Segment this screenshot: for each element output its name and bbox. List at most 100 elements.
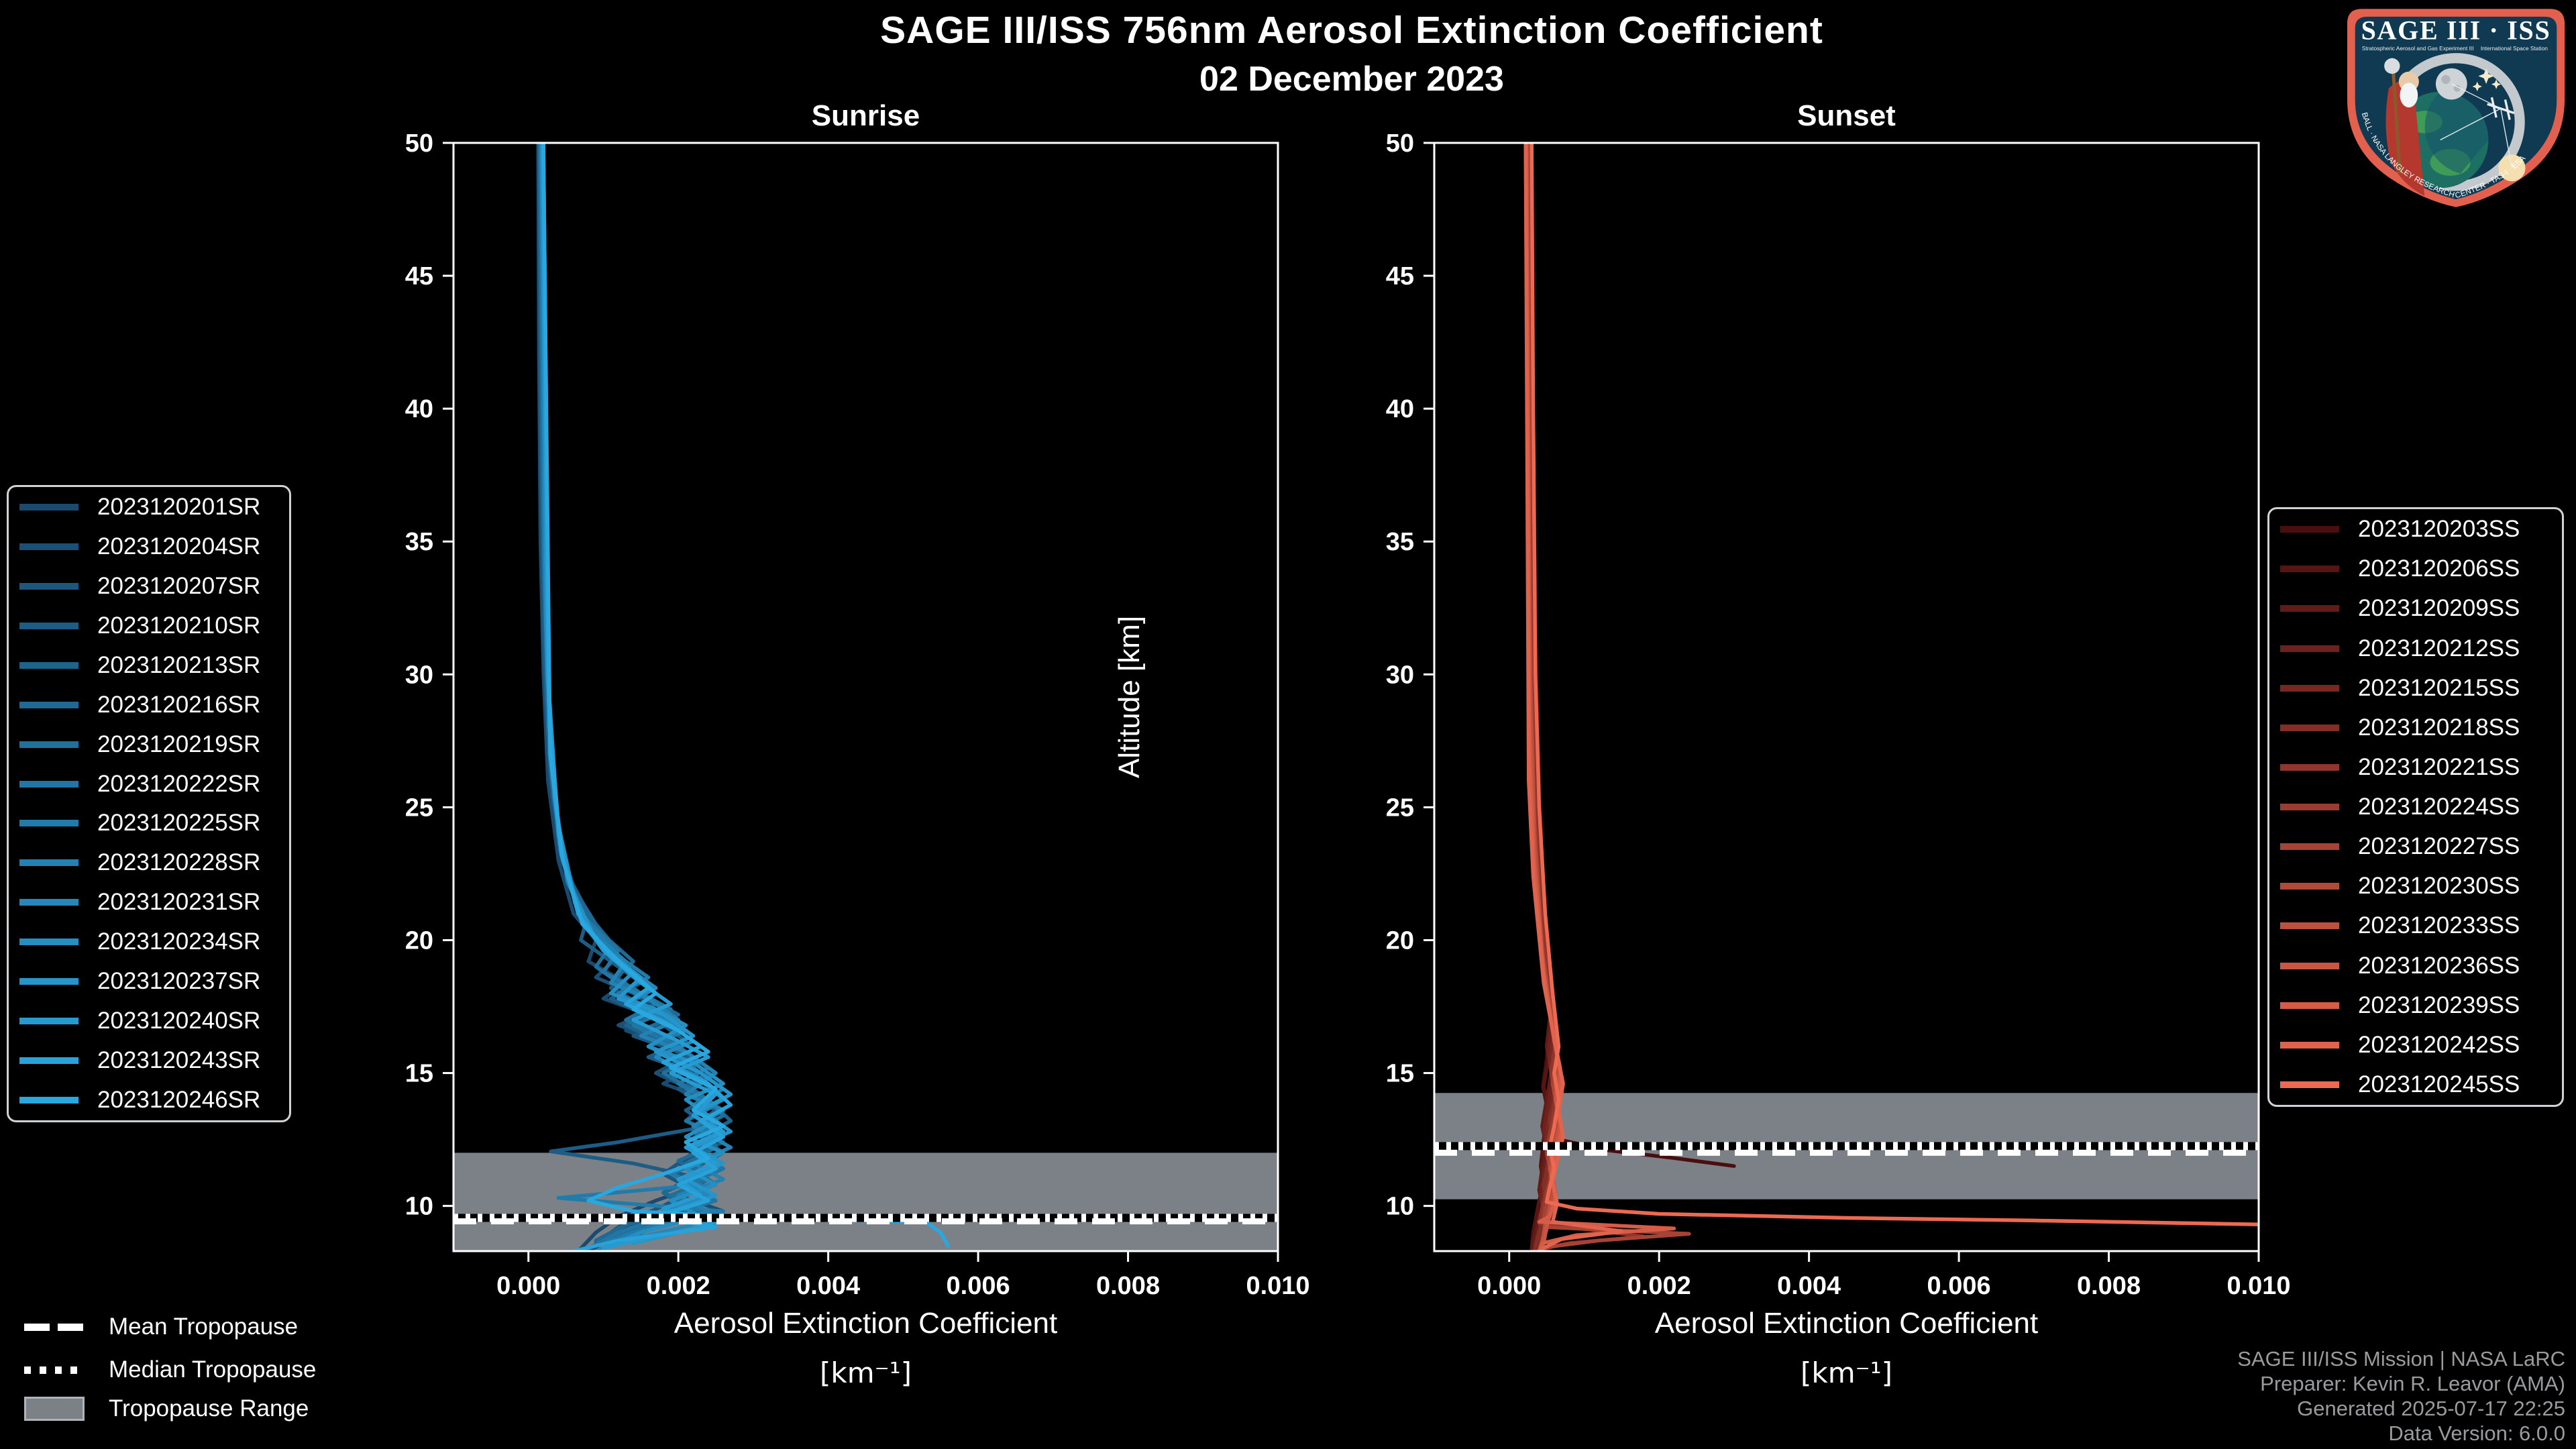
profile-line-2023120246SR [541, 143, 951, 1248]
legend-item-label: 2023120201SR [97, 493, 261, 520]
legend-line-sample [19, 938, 78, 946]
legend-item: 2023120239SS [2269, 986, 2562, 1025]
y-tick-label: 25 [1386, 794, 1414, 822]
legend-item: 2023120215SS [2269, 669, 2562, 708]
legend-item-label: 2023120203SS [2358, 516, 2520, 543]
legend-item-label: 2023120221SS [2358, 753, 2520, 780]
y-tick-label: 45 [1386, 262, 1414, 290]
attribution-generated: Generated 2025-07-17 22:25 [2297, 1397, 2565, 1420]
legend-item: 2023120233SS [2269, 906, 2562, 945]
x-tick-label: 0.010 [2226, 1272, 2290, 1300]
legend-line-sample [2280, 763, 2339, 771]
legend-item-label: 2023120243SR [97, 1047, 261, 1074]
legend-item: 2023120225SR [9, 804, 289, 843]
profile-line-2023120237SR [541, 143, 733, 1245]
x-tick-label: 0.004 [796, 1272, 860, 1300]
legend-item-label: 2023120204SR [97, 533, 261, 559]
y-tick-label: 20 [1386, 926, 1414, 955]
sunrise-x-axis-label: Aerosol Extinction Coefficient [674, 1307, 1058, 1340]
legend-item: 2023120245SS [2269, 1065, 2562, 1104]
legend-item: 2023120222SR [9, 765, 289, 804]
legend-item-label: 2023120246SR [97, 1087, 261, 1113]
legend-line-sample [2280, 883, 2339, 890]
x-tick-label: 0.008 [1096, 1272, 1160, 1300]
legend-item-label: 2023120234SR [97, 928, 261, 955]
y-tick-label: 20 [405, 926, 433, 955]
legend-item: 2023120240SR [9, 1002, 289, 1040]
sunrise-panel: 0.000 0.002 0.004 0.006 0.008 0.010 10 15 20 25 30… [405, 129, 1310, 1300]
legend-item-label: 2023120240SR [97, 1008, 261, 1034]
legend-item: 2023120243SR [9, 1041, 289, 1080]
legend-line-sample [2280, 843, 2339, 851]
profile-line-2023120227SS [1525, 143, 1691, 1249]
legend-line-sample [19, 582, 78, 590]
legend-line-sample [19, 978, 78, 985]
logo-iss-icon [2440, 83, 2515, 168]
y-tick-label: 45 [405, 262, 433, 290]
y-tick-label: 50 [405, 129, 433, 158]
legend-item: 2023120218SS [2269, 708, 2562, 747]
attribution-preparer: Preparer: Kevin R. Leavor (AMA) [2260, 1372, 2565, 1395]
sunset-x-axis-unit: [km⁻¹] [1800, 1356, 1892, 1389]
legend-item-label: 2023120245SS [2358, 1071, 2520, 1097]
y-tick-label: 15 [1386, 1060, 1414, 1088]
legend-item-label: 2023120230SS [2358, 873, 2520, 900]
sunset-panel-title: Sunset [1797, 99, 1896, 132]
attribution-data-version: Data Version: 6.0.0 [2388, 1421, 2565, 1445]
y-tick-label: 35 [405, 528, 433, 556]
legend-item: 2023120237SR [9, 962, 289, 1001]
legend-item-label: 2023120237SR [97, 968, 261, 995]
legend-line-sample [19, 543, 78, 550]
legend-line-sample [2280, 526, 2339, 533]
legend-line-sample [2280, 724, 2339, 731]
legend-item-label: 2023120239SS [2358, 991, 2520, 1018]
legend-item-label: 2023120242SS [2358, 1031, 2520, 1058]
legend-line-sample [2280, 804, 2339, 810]
y-tick-label: 40 [1386, 395, 1414, 423]
sunrise-x-axis-unit: [km⁻¹] [819, 1356, 912, 1389]
legend-line-sample [2280, 922, 2339, 930]
legend-item: 2023120219SR [9, 725, 289, 764]
sage-iii-iss-logo: SAGE III · ISS Stratospheric Aerosol and… [2347, 9, 2565, 207]
legend-line-sample [19, 701, 78, 708]
y-tick-label: 30 [405, 661, 433, 689]
profile-line-2023120203SS [1529, 143, 1736, 1168]
legend-line-sample [19, 503, 78, 511]
axes-spines [1433, 142, 2260, 1252]
y-tick-label: 35 [1386, 528, 1414, 556]
legend-item: 2023120204SR [9, 527, 289, 566]
legend-item: 2023120230SS [2269, 867, 2562, 906]
legend-item-label: 2023120218SS [2358, 714, 2520, 741]
attribution-mission: SAGE III/ISS Mission | NASA LaRC [2237, 1347, 2565, 1371]
y-tick-label: 10 [405, 1193, 433, 1221]
legend-item-label: 2023120227SS [2358, 833, 2520, 860]
legend-line-sample [2280, 1002, 2339, 1009]
legend-item-label: 2023120219SR [97, 731, 261, 757]
legend-item: 2023120203SS [2269, 510, 2562, 549]
legend-item: 2023120231SR [9, 883, 289, 922]
legend-item: 2023120207SR [9, 567, 289, 606]
median-tropopause-label: Median Tropopause [109, 1356, 317, 1383]
logo-stars-icon [2472, 68, 2502, 92]
x-tick-label: 0.006 [1927, 1272, 1991, 1300]
date-subtitle: 02 December 2023 [1199, 60, 1504, 99]
y-tick-label: 30 [1386, 661, 1414, 689]
x-tick-label: 0.008 [2077, 1272, 2141, 1300]
legend-item-label: 2023120206SS [2358, 555, 2520, 582]
legend-line-sample [19, 780, 78, 788]
logo-title: SAGE III · ISS [2361, 15, 2551, 45]
legend-item-label: 2023120225SR [97, 810, 261, 837]
legend-item-label: 2023120210SR [97, 612, 261, 639]
sunrise-event-legend: 2023120201SR 2023120204SR 2023120207SR 2023… [7, 485, 291, 1122]
legend-item: 2023120210SR [9, 606, 289, 645]
y-tick-label: 25 [405, 794, 433, 822]
legend-item: 2023120227SS [2269, 827, 2562, 866]
mean-tropopause-dash-icon [24, 1323, 94, 1331]
x-tick-label: 0.004 [1777, 1272, 1841, 1300]
legend-item-label: 2023120213SR [97, 651, 261, 678]
y-tick-label: 10 [1386, 1193, 1414, 1221]
legend-item-label: 2023120228SR [97, 849, 261, 876]
legend-item-label: 2023120233SS [2358, 912, 2520, 939]
legend-line-sample [19, 1097, 78, 1104]
legend-item-label: 2023120215SS [2358, 674, 2520, 701]
